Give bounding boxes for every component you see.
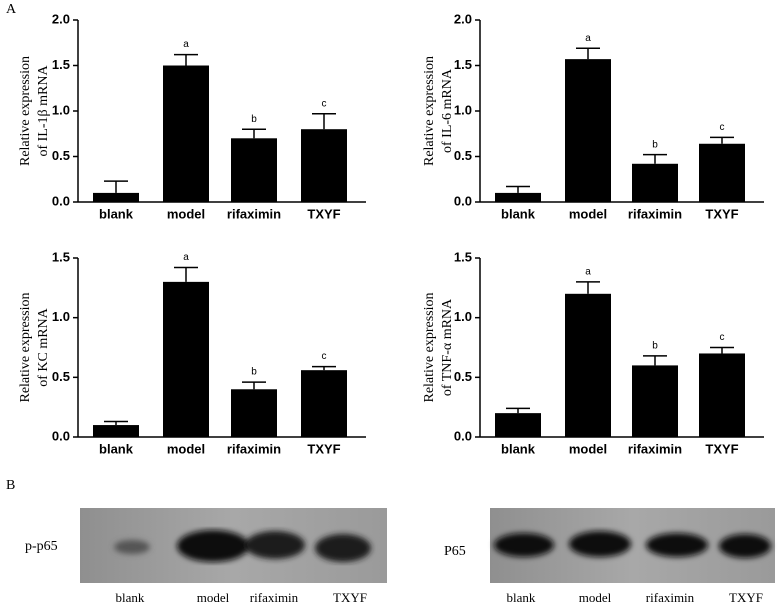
- bar: [632, 365, 678, 437]
- lane-label: blank: [116, 590, 145, 605]
- panel-label: B: [6, 478, 15, 493]
- y-tick-label: 2.0: [52, 11, 70, 26]
- annotation: b: [251, 114, 257, 125]
- y-tick-label: 0.5: [454, 148, 472, 163]
- bar: [231, 389, 277, 437]
- x-tick-label: blank: [501, 441, 536, 456]
- y-tick-label: 0.5: [52, 148, 70, 163]
- y-tick-label: 1.5: [454, 249, 472, 264]
- annotation: c: [720, 122, 725, 133]
- x-tick-label: rifaximin: [628, 206, 682, 221]
- band: [494, 533, 554, 557]
- y-tick-label: 1.0: [454, 102, 472, 117]
- lane-label: TXYF: [333, 590, 367, 605]
- annotation: c: [720, 332, 725, 343]
- x-tick-label: TXYF: [307, 441, 340, 456]
- y-axis-label: Relative expression: [18, 292, 33, 402]
- x-tick-label: model: [167, 206, 205, 221]
- bar: [632, 163, 678, 202]
- bar: [565, 59, 611, 202]
- y-tick-label: 1.0: [52, 309, 70, 324]
- blot-label: p-p65: [25, 539, 58, 554]
- y-tick-label: 0.0: [52, 428, 70, 443]
- bar: [565, 293, 611, 437]
- blot-label: P65: [444, 544, 466, 559]
- annotation: a: [183, 252, 189, 263]
- y-axis-label: of TNF-α mRNA: [440, 298, 455, 396]
- x-tick-label: model: [167, 441, 205, 456]
- y-tick-label: 1.0: [52, 102, 70, 117]
- x-tick-label: rifaximin: [227, 206, 281, 221]
- band: [719, 534, 771, 558]
- x-tick-label: blank: [501, 206, 536, 221]
- lane-label: rifaximin: [250, 590, 299, 605]
- x-tick-label: TXYF: [307, 206, 340, 221]
- annotation: a: [183, 39, 189, 50]
- bar: [163, 281, 209, 437]
- bar: [495, 192, 541, 202]
- x-tick-label: TXYF: [705, 441, 738, 456]
- x-tick-label: blank: [99, 441, 134, 456]
- y-tick-label: 0.0: [454, 428, 472, 443]
- band: [315, 534, 371, 562]
- y-axis-label: of IL-1β mRNA: [36, 65, 51, 157]
- y-tick-label: 0.0: [454, 193, 472, 208]
- x-tick-label: TXYF: [705, 206, 738, 221]
- bar: [495, 413, 541, 437]
- y-tick-label: 1.5: [52, 57, 70, 72]
- x-tick-label: model: [569, 441, 607, 456]
- band: [569, 531, 631, 557]
- bar: [301, 370, 347, 437]
- annotation: b: [652, 340, 658, 351]
- annotation: b: [251, 367, 257, 378]
- annotation: a: [585, 267, 591, 278]
- annotation: c: [322, 351, 327, 362]
- bar: [93, 425, 139, 437]
- bar: [231, 138, 277, 202]
- y-axis-label: of KC mRNA: [36, 307, 51, 386]
- bar: [301, 129, 347, 202]
- y-tick-label: 0.5: [454, 369, 472, 384]
- lane-label: model: [579, 590, 612, 605]
- blot-bands: [114, 530, 771, 562]
- x-tick-label: blank: [99, 206, 134, 221]
- annotation: b: [652, 139, 658, 150]
- band: [177, 530, 249, 562]
- y-axis-label: of IL-6 mRNA: [440, 68, 455, 153]
- bar: [699, 353, 745, 437]
- y-tick-label: 0.0: [52, 193, 70, 208]
- band: [245, 531, 305, 559]
- x-tick-label: model: [569, 206, 607, 221]
- panel-label: A: [6, 2, 17, 17]
- lane-label: TXYF: [729, 590, 763, 605]
- x-tick-label: rifaximin: [227, 441, 281, 456]
- band: [114, 540, 150, 554]
- y-axis-label: Relative expression: [422, 56, 437, 166]
- y-tick-label: 1.0: [454, 309, 472, 324]
- y-axis-label: Relative expression: [422, 292, 437, 402]
- band: [646, 533, 708, 557]
- y-tick-label: 2.0: [454, 11, 472, 26]
- annotation: a: [585, 33, 591, 44]
- bar: [699, 143, 745, 202]
- bar: [93, 192, 139, 202]
- y-tick-label: 1.5: [52, 249, 70, 264]
- y-tick-label: 0.5: [52, 369, 70, 384]
- bar: [163, 65, 209, 202]
- annotation: c: [322, 98, 327, 109]
- lane-label: rifaximin: [646, 590, 695, 605]
- lane-label: model: [197, 590, 230, 605]
- lane-label: blank: [507, 590, 536, 605]
- y-axis-label: Relative expression: [18, 56, 33, 166]
- x-tick-label: rifaximin: [628, 441, 682, 456]
- y-tick-label: 1.5: [454, 57, 472, 72]
